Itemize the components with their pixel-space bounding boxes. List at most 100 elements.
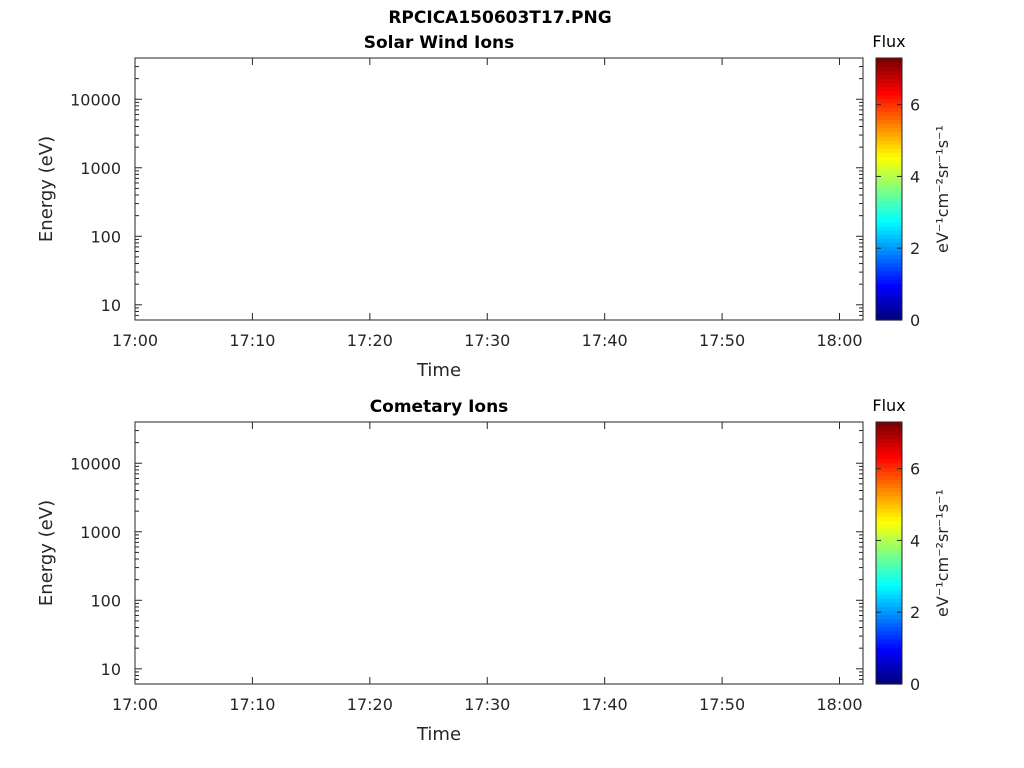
colorbar-segment — [876, 602, 902, 607]
colorbar-segment — [876, 495, 902, 501]
x-tick-label: 17:00 — [112, 695, 158, 714]
colorbar-segment — [876, 283, 902, 288]
colorbar-segment — [876, 581, 902, 587]
colorbar-segment — [876, 548, 902, 554]
colorbar-segment — [876, 589, 902, 595]
colorbar-frame — [875, 57, 903, 321]
colorbar-segment — [876, 193, 902, 198]
colorbar-segment — [876, 614, 902, 620]
colorbar-unit-label: eV⁻¹cm⁻²sr⁻¹s⁻¹ — [933, 125, 952, 253]
colorbar-segment — [876, 156, 902, 161]
colorbar-segment — [876, 107, 902, 112]
colorbar-segment — [876, 569, 902, 575]
colorbar-segment — [876, 503, 902, 509]
figure-title: RPCICA150603T17.PNG — [388, 8, 611, 28]
colorbar-segment — [876, 74, 902, 80]
colorbar-segment — [876, 221, 902, 227]
colorbar-segment — [876, 287, 902, 292]
colorbar-segment — [876, 98, 902, 104]
colorbar-segment — [876, 499, 902, 505]
y-tick-label: 10 — [101, 296, 121, 315]
colorbar-segment — [876, 225, 902, 231]
colorbar-segment — [876, 78, 902, 84]
colorbar-segment — [876, 573, 902, 579]
colorbar-segment — [876, 475, 902, 480]
y-tick-label: 10000 — [70, 90, 121, 109]
colorbar-segment — [876, 201, 902, 206]
colorbar-segment — [876, 630, 902, 636]
colorbar-segment — [876, 565, 902, 570]
colorbar-segment — [876, 303, 902, 309]
colorbar-segment — [876, 491, 902, 497]
colorbar-segment — [876, 82, 902, 88]
x-tick-label: 17:30 — [464, 695, 510, 714]
x-axis: 17:00 17:10 17:20 17:30 17:40 17:50 18:00 — [112, 422, 863, 714]
x-tick-label: 17:20 — [347, 695, 393, 714]
colorbar-segment — [876, 164, 902, 170]
colorbar-segment — [876, 471, 902, 476]
colorbar-segment — [876, 479, 902, 484]
colorbar-segment — [876, 86, 902, 92]
colorbar-segment — [876, 507, 902, 513]
colorbar-segment — [876, 426, 902, 431]
colorbar-segment — [876, 557, 902, 562]
x-tick-label: 17:10 — [229, 331, 275, 350]
colorbar-segment — [876, 270, 902, 276]
colorbar-segment — [876, 262, 902, 268]
colorbar-segment — [876, 299, 902, 305]
y-tick-label: 1000 — [80, 523, 121, 542]
colorbar-segment — [876, 532, 902, 538]
colorbar-segment — [876, 610, 902, 615]
panel-title: Solar Wind Ions — [364, 33, 515, 53]
colorbar-segment — [876, 679, 902, 685]
colorbar-segment — [876, 229, 902, 235]
colorbar-segment — [876, 422, 902, 427]
colorbar-segment — [876, 62, 902, 67]
colorbar-tick-label: 6 — [910, 96, 920, 115]
colorbar-segment — [876, 180, 902, 186]
colorbar-segment — [876, 540, 902, 546]
panel-title: Cometary Ions — [370, 397, 509, 417]
colorbar-segment — [876, 111, 902, 116]
x-axis: 17:00 17:10 17:20 17:30 17:40 17:50 18:00 — [112, 58, 863, 350]
colorbar-segment — [876, 123, 902, 129]
colorbar-segment — [876, 274, 902, 280]
colorbar-segment — [876, 593, 902, 599]
colorbar-segment — [876, 307, 902, 313]
colorbar-segment — [876, 528, 902, 534]
colorbar-segment — [876, 311, 902, 317]
colorbar-segment — [876, 131, 902, 137]
x-axis-label: Time — [416, 360, 461, 381]
colorbar-segment — [876, 598, 902, 603]
solar-wind-ions-panel: 17:00 17:10 17:20 17:30 17:40 17:50 18:00 Time 1… — [36, 32, 952, 381]
colorbar-segment — [876, 663, 902, 669]
colorbar-segment — [876, 160, 902, 166]
colorbar-segment — [876, 115, 902, 120]
colorbar-segment — [876, 184, 902, 190]
colorbar-segment — [876, 487, 902, 493]
colorbar-segment — [876, 217, 902, 223]
plot-frame — [134, 57, 864, 321]
colorbar-segment — [876, 197, 902, 202]
x-tick-label: 17:40 — [582, 695, 628, 714]
colorbar: 0 2 4 6 Flux eV⁻¹cm⁻²sr⁻¹s⁻¹ — [872, 396, 952, 694]
colorbar-segment — [876, 544, 902, 550]
colorbar-segment — [876, 634, 902, 640]
colorbar-tick-label: 2 — [910, 239, 920, 258]
colorbar-segment — [876, 152, 902, 157]
x-tick-label: 17:50 — [699, 331, 745, 350]
colorbar-segment — [876, 647, 902, 652]
colorbar-segment — [876, 622, 902, 628]
colorbar-segment — [876, 242, 902, 247]
x-tick-label: 17:50 — [699, 695, 745, 714]
colorbar-segment — [876, 454, 902, 460]
colorbar-segment — [876, 512, 902, 517]
colorbar-segment — [876, 205, 902, 211]
x-tick-label: 17:10 — [229, 695, 275, 714]
y-axis-label: Energy (eV) — [36, 136, 57, 242]
colorbar-tick-label: 4 — [910, 167, 920, 186]
colorbar-segment — [876, 266, 902, 272]
x-tick-label: 17:20 — [347, 331, 393, 350]
colorbar-segment — [876, 189, 902, 194]
colorbar-segment — [876, 258, 902, 264]
